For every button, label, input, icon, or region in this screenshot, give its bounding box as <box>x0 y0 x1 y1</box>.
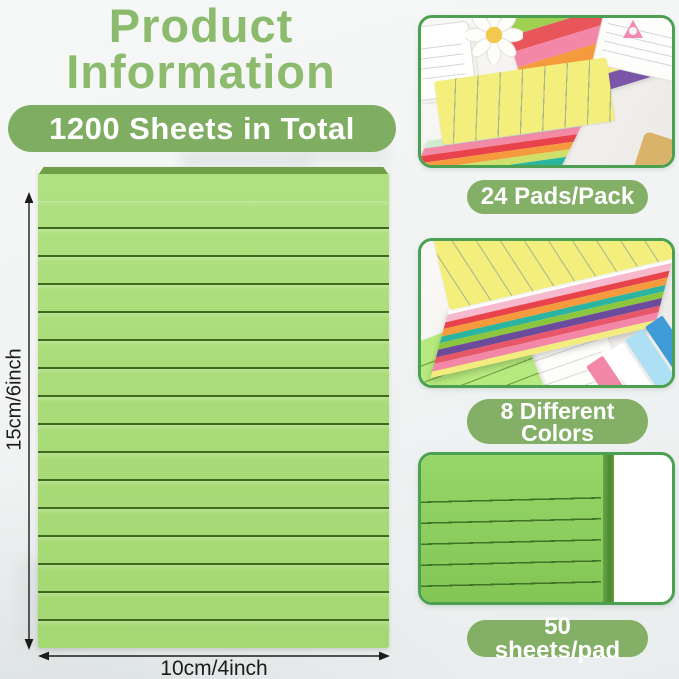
sheets-per-pad-badge: 50 sheets/pad <box>467 614 648 662</box>
background-blur-shape <box>180 150 310 168</box>
pad-binding-edge <box>603 455 614 602</box>
photo-sheets-per-pad <box>418 452 675 605</box>
width-dimension-label: 10cm/4inch <box>160 657 268 679</box>
binder-clip-icon <box>623 20 643 38</box>
ruled-lines <box>38 201 389 642</box>
total-sheets-badge: 1200 Sheets in Total <box>8 105 396 152</box>
header: Product Information <box>0 0 402 95</box>
ruled-lines <box>421 482 601 602</box>
height-dimension-label: 15cm/6inch <box>3 348 26 451</box>
vertical-dimension-arrow <box>24 192 34 650</box>
daisy-flower-icon <box>465 18 523 64</box>
page-title-line1: Product <box>108 0 294 52</box>
green-notepad <box>38 167 389 648</box>
green-lined-pad <box>421 455 603 602</box>
notepad-sheet <box>38 174 389 648</box>
page-title-line2: Information <box>66 45 336 98</box>
different-colors-badge: 8 Different Colors <box>467 399 648 444</box>
pads-per-pack-badge: 24 Pads/Pack <box>467 180 648 214</box>
horizontal-dimension-arrow <box>38 651 390 661</box>
photo-pads-per-pack <box>418 15 675 168</box>
photo-different-colors <box>418 238 675 388</box>
notepad-top-edge <box>38 167 389 175</box>
